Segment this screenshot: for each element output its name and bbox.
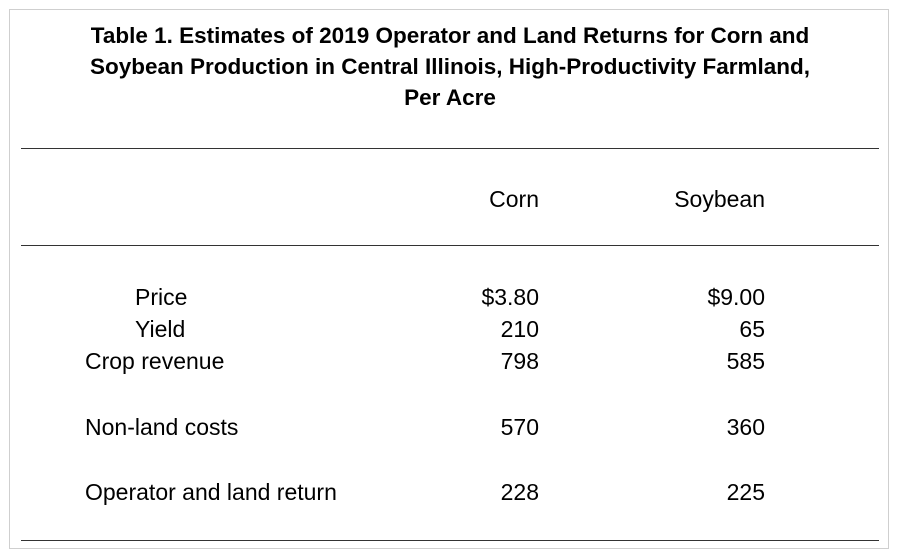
cell-crop-revenue-soybean: 585 — [726, 348, 765, 374]
cell-non-land-costs-corn: 570 — [500, 414, 539, 440]
cell-non-land-costs-soybean: 360 — [726, 414, 765, 440]
table-title-line-2: Soybean Production in Central Illinois, … — [89, 54, 811, 79]
table-title: Table 1. Estimates of 2019 Operator and … — [0, 20, 900, 113]
column-header-soybean: Soybean — [674, 186, 765, 212]
row-label-price: Price — [135, 284, 188, 310]
row-label-crop-revenue: Crop revenue — [85, 348, 225, 374]
cell-operator-land-return-soybean: 225 — [726, 479, 765, 505]
column-header-corn: Corn — [489, 186, 539, 212]
table-title-line-1: Table 1. Estimates of 2019 Operator and … — [90, 23, 810, 48]
row-label-operator-land-return: Operator and land return — [85, 479, 337, 505]
cell-yield-corn: 210 — [500, 316, 539, 342]
row-label-non-land-costs: Non-land costs — [85, 414, 239, 440]
cell-price-soybean: $9.00 — [707, 284, 765, 310]
row-label-yield: Yield — [135, 316, 186, 342]
cell-price-corn: $3.80 — [481, 284, 539, 310]
table-frame — [9, 9, 889, 549]
cell-yield-soybean: 65 — [739, 316, 765, 342]
header-rule — [21, 245, 879, 246]
cell-operator-land-return-corn: 228 — [500, 479, 539, 505]
bottom-rule — [21, 540, 879, 541]
table-title-line-3: Per Acre — [404, 85, 496, 110]
top-rule — [21, 148, 879, 149]
cell-crop-revenue-corn: 798 — [500, 348, 539, 374]
